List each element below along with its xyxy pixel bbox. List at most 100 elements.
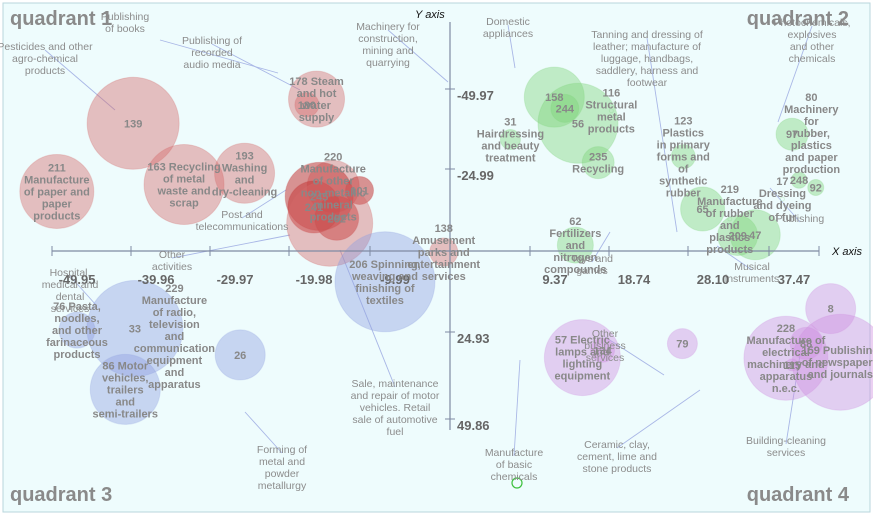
callout-leader	[646, 37, 678, 233]
bubble-label: 244	[556, 103, 575, 115]
bubble-label: 26	[234, 350, 246, 362]
bubble-point	[590, 337, 616, 363]
bubble-label: 17 Dressing and dyeing of fur	[753, 176, 811, 224]
callout-label: Post and telecommunications	[196, 209, 289, 233]
bubble-point	[86, 76, 180, 170]
callout-leader	[591, 231, 611, 263]
bubble-point	[214, 329, 266, 381]
callout-label: Machinery for construction, mining and quar…	[356, 21, 420, 69]
bubble-label: 248	[790, 175, 808, 187]
callout-label: Musical instruments	[725, 261, 779, 285]
x-tick-label: -19.98	[296, 272, 333, 287]
bubble-label: 158	[545, 92, 563, 104]
x-tick-label: 18.74	[618, 272, 651, 287]
bubble-point	[727, 216, 733, 222]
x-tick-label: 37.47	[778, 272, 811, 287]
callout-leader	[513, 359, 521, 457]
bubble-point	[86, 279, 184, 377]
callout-leader	[339, 249, 396, 388]
callout-leader	[244, 411, 283, 454]
callout-leader	[171, 234, 291, 259]
callout-leader	[769, 187, 801, 223]
x-tick-label: 28.10	[697, 272, 730, 287]
quadrant-label-2: quadrant 2	[747, 8, 849, 30]
callout-leader	[604, 336, 665, 376]
bubble-label: 229 Manufacture of radio, television and comm…	[134, 283, 216, 391]
callout-leader-lines	[44, 24, 813, 457]
bubble-label: 159 Publishing of newspapers and journals	[801, 345, 873, 381]
bubble-label: 220 Manufacture of other non-metallic minera…	[300, 151, 365, 223]
bubble-label: 8	[828, 304, 834, 316]
callout-label: Forming of metal and powder metallurgy	[257, 444, 307, 492]
callout-label: Other business services	[584, 328, 625, 364]
bubble-point	[286, 179, 374, 267]
x-tick-label: 9.37	[542, 272, 567, 287]
y-tick-label: 49.86	[457, 418, 490, 433]
bubble-label: 241	[305, 202, 323, 214]
bubble-label: 76 Pasta, noodles, and other farinaceous pro…	[46, 301, 108, 361]
y-tick-label: -24.99	[457, 168, 494, 183]
bubble-point	[429, 237, 459, 267]
y-tick-label: 24.93	[457, 331, 490, 346]
callout-label: Manufacture of basic chemicals	[485, 447, 544, 483]
bubble-label: 80 Machinery for rubber, plastics and paper pr…	[783, 92, 841, 176]
bubble-point	[537, 82, 619, 164]
bubble-label: 47	[749, 230, 761, 242]
callout-label: Hospital, medical and dental services	[42, 267, 99, 315]
y-tick-label: -49.97	[457, 88, 494, 103]
axes: -49.95 -39.96 -29.97 -19.98 -9.99 9.37 18.74 28…	[51, 9, 862, 433]
bubble-label: 56	[572, 118, 584, 130]
bubble-label: 163 Recycling of metal waste and scrap	[147, 162, 220, 210]
bubble-point	[785, 358, 799, 372]
bubble-point	[717, 214, 759, 256]
bubble-label: 211 Manufacture of paper and paper products	[24, 162, 90, 222]
bubble-point	[805, 283, 857, 335]
bubble-label: 33	[129, 323, 141, 335]
bubble-label: 65	[696, 204, 708, 216]
bubble-point	[499, 128, 521, 150]
bubble-point	[294, 92, 320, 118]
bubble-label: 178 Steam and hot water supply	[289, 76, 344, 124]
bubble-point	[556, 226, 594, 264]
bubble-point	[334, 231, 436, 333]
bubble-series	[19, 66, 873, 489]
bubble-point	[543, 319, 621, 397]
callout-leader	[211, 43, 301, 91]
x-axis-title: X axis	[831, 246, 862, 258]
bubble-point	[511, 477, 523, 489]
callout-leader	[777, 25, 813, 123]
bubble-labels: 139 163 Recycling of metal waste and scrap 21…	[24, 76, 873, 420]
callout-label: Tanning and dressing of leather; manufact…	[591, 29, 703, 89]
bubble-point	[288, 70, 346, 128]
bubble-label: 79	[676, 339, 688, 351]
bubble-point	[791, 313, 873, 411]
bubble-label: 88	[800, 338, 812, 350]
quadrant-label-3: quadrant 3	[10, 484, 112, 506]
bubble-label: 31 Hairdressing and beauty treatment	[477, 116, 544, 164]
callout-leader	[69, 275, 97, 306]
bubble-point	[608, 108, 614, 114]
x-tick-label: -49.95	[59, 272, 96, 287]
callout-labels: Publishing of books Publishing of recorded a…	[0, 11, 851, 492]
bubble-label: 86 Motor vehicles, trailers and semi-trailer…	[93, 360, 158, 420]
bubble-point	[743, 315, 829, 401]
bubble-label: 101	[350, 185, 368, 197]
quadrant-label-4: quadrant 4	[747, 484, 850, 506]
bubble-point	[170, 332, 178, 340]
bubble-label: 97	[786, 129, 798, 141]
y-axis-title: Y axis	[415, 9, 445, 21]
bubble-label: 219 Manufacture of rubber and plastics produc…	[697, 184, 762, 256]
callout-label: Ceramic, clay, cement, lime and stone prod…	[577, 439, 657, 475]
callout-leader	[785, 354, 801, 445]
bubble-label: 235 Recycling	[572, 152, 624, 176]
x-tick-label: -29.97	[217, 272, 254, 287]
bubble-point	[550, 93, 580, 123]
bubble-label: 138 Amusement parks and entertainment servic…	[407, 223, 480, 283]
bubble-point	[214, 142, 276, 204]
bubble-label: 228 Manufacture of electrical machinery and…	[747, 323, 826, 395]
callout-label: Publishing of books	[101, 11, 150, 35]
bubble-label: 209	[728, 230, 746, 242]
bubble-point	[775, 117, 809, 151]
